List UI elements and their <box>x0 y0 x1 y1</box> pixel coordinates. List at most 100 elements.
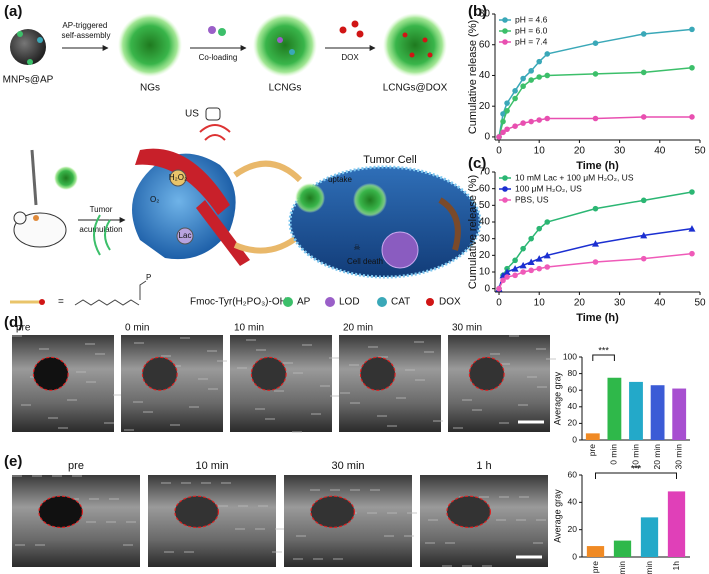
marker <box>528 235 534 242</box>
x-axis-label: Time (h) <box>576 160 619 172</box>
marker <box>528 77 534 83</box>
us-label: 30 min <box>331 460 364 472</box>
x-tick-label: 20 <box>574 298 586 309</box>
x-tick-label: 30 <box>614 146 626 157</box>
marker <box>689 250 695 257</box>
x-tick-label: 10 <box>534 298 546 309</box>
us-label: 0 min <box>125 323 149 334</box>
molecule-icon <box>39 299 45 305</box>
speckle <box>396 397 406 399</box>
arrow-label: Co-loading <box>199 53 238 62</box>
marker <box>536 74 543 80</box>
marker <box>689 64 695 71</box>
speckle <box>442 565 452 567</box>
step-label: LCNGs <box>269 83 302 94</box>
tumor-cell <box>288 165 482 279</box>
legend-label: pH = 6.0 <box>515 25 548 35</box>
speckle <box>428 519 438 521</box>
speckle <box>207 350 217 352</box>
speckle <box>462 399 472 401</box>
marker <box>520 120 526 126</box>
speckle <box>509 335 519 337</box>
dox-icon <box>426 298 434 306</box>
x-tick-label: 50 <box>694 146 706 157</box>
lesion <box>310 495 356 529</box>
speckle <box>302 344 312 346</box>
marker <box>520 83 526 90</box>
marker <box>512 88 518 94</box>
legend-label: DOX <box>439 297 461 308</box>
h2o2-label: H₂O₂ <box>169 173 187 182</box>
marker <box>592 205 599 212</box>
mouse-ear <box>13 211 27 225</box>
marker <box>591 240 599 247</box>
us-label: 30 min <box>452 323 482 334</box>
bridge <box>233 160 303 183</box>
y-tick-label: 40 <box>568 401 578 411</box>
lesion <box>250 356 287 391</box>
step-label: NGs <box>140 83 160 94</box>
legend-marker <box>502 175 508 181</box>
speckle <box>424 351 434 353</box>
speckle <box>274 390 284 392</box>
y-tick-label: 20 <box>479 250 491 261</box>
speckle <box>527 376 537 378</box>
y-axis-label: Cumulative release (%) <box>467 20 479 134</box>
speckle <box>89 498 99 500</box>
y-tick-label: 60 <box>568 384 578 394</box>
marker <box>512 123 518 129</box>
lesion <box>468 356 505 391</box>
speckle <box>39 348 49 350</box>
speckle <box>425 542 435 544</box>
speckle <box>533 542 543 544</box>
marker <box>592 259 599 265</box>
panel-label: (d) <box>4 314 23 331</box>
marker <box>520 269 526 275</box>
y-tick-label: 0 <box>572 434 577 444</box>
marker <box>535 255 543 262</box>
speckle <box>208 388 218 390</box>
marker <box>504 100 510 106</box>
lod-icon <box>325 297 335 307</box>
ng-sphere <box>353 183 387 217</box>
speckle <box>546 358 556 360</box>
speckle <box>479 496 489 498</box>
y-tick-label: 20 <box>479 101 491 112</box>
speckle <box>201 482 211 484</box>
marker <box>520 245 526 252</box>
legend-marker <box>502 186 508 192</box>
vessel <box>196 200 250 266</box>
speckle <box>536 519 546 521</box>
panel-label: (e) <box>4 453 22 470</box>
speckle <box>12 475 22 477</box>
marker <box>500 129 506 136</box>
significance-bracket <box>592 354 615 361</box>
speckle <box>405 369 415 371</box>
speckle <box>404 535 414 537</box>
marker <box>504 126 510 133</box>
mouse <box>13 212 67 248</box>
dox <box>351 20 359 28</box>
speckle <box>537 386 547 388</box>
marker <box>689 114 695 120</box>
speckle <box>370 489 380 491</box>
speckle <box>113 394 123 396</box>
speckle <box>143 411 153 413</box>
structure-p: P <box>146 273 151 282</box>
marker <box>503 268 511 275</box>
speckle <box>255 528 265 530</box>
legend-label: CAT <box>391 297 410 308</box>
ap-dot <box>27 59 33 65</box>
x-tick-label: 10 <box>534 146 546 157</box>
speckle <box>106 521 116 523</box>
bar <box>650 385 665 440</box>
x-tick-label: 20 <box>574 146 586 157</box>
speckle <box>21 404 31 406</box>
speckle <box>462 565 472 567</box>
marker <box>519 261 527 269</box>
bar <box>629 381 643 440</box>
marker <box>544 51 551 57</box>
lesion <box>359 356 396 391</box>
marker <box>500 277 506 284</box>
significance-bracket <box>595 472 677 479</box>
